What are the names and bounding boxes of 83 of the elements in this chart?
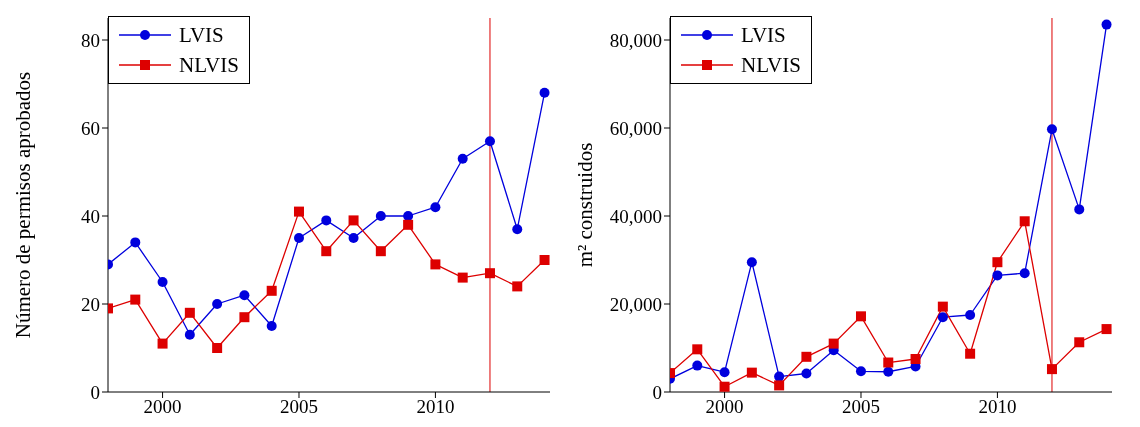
point bbox=[774, 380, 785, 391]
point bbox=[539, 255, 550, 265]
y-tick-label: 80 bbox=[81, 29, 100, 51]
point bbox=[512, 224, 523, 235]
y-axis-title: m² construidos bbox=[573, 142, 598, 268]
y-tick-label: 0 bbox=[90, 381, 100, 403]
point bbox=[1101, 324, 1112, 335]
y-tick-label: 80,000 bbox=[609, 29, 662, 51]
legend-label: NLVIS bbox=[179, 52, 239, 78]
point bbox=[855, 311, 866, 322]
point bbox=[375, 211, 386, 221]
point bbox=[1019, 268, 1030, 279]
legend-label: LVIS bbox=[741, 22, 786, 48]
x-tick-label: 2010 bbox=[416, 396, 455, 418]
y-tick-label: 0 bbox=[652, 381, 662, 403]
point bbox=[457, 153, 468, 164]
point bbox=[212, 343, 223, 353]
point bbox=[403, 211, 414, 221]
point bbox=[130, 294, 141, 305]
point bbox=[484, 268, 495, 279]
y-tick-label: 40 bbox=[81, 205, 100, 227]
y-tick-label: 60,000 bbox=[609, 117, 662, 139]
y-tick-label: 20,000 bbox=[609, 293, 662, 315]
point bbox=[992, 270, 1003, 281]
x-tick-label: 2000 bbox=[705, 396, 744, 418]
point bbox=[430, 202, 441, 213]
point bbox=[293, 206, 304, 217]
point bbox=[719, 381, 730, 392]
point bbox=[992, 257, 1003, 268]
legend-label: NLVIS bbox=[741, 52, 801, 78]
point bbox=[184, 329, 195, 340]
y-axis-title: Número de permisos aprobados bbox=[11, 71, 36, 339]
y-tick-label: 20 bbox=[81, 293, 100, 315]
point bbox=[239, 312, 250, 323]
point bbox=[801, 351, 812, 362]
point bbox=[1046, 124, 1057, 135]
point bbox=[321, 215, 332, 226]
point bbox=[157, 338, 168, 349]
point bbox=[266, 285, 277, 296]
point bbox=[430, 259, 441, 270]
point bbox=[266, 321, 277, 331]
point bbox=[348, 233, 359, 243]
x-tick-label: 2005 bbox=[841, 396, 880, 418]
point bbox=[157, 277, 168, 287]
y-tick-label: 40,000 bbox=[609, 205, 662, 227]
point bbox=[883, 357, 894, 368]
point bbox=[321, 246, 332, 257]
point bbox=[855, 366, 866, 377]
point bbox=[512, 281, 523, 292]
point bbox=[937, 301, 948, 312]
x-tick-label: 2010 bbox=[978, 396, 1017, 418]
point bbox=[965, 310, 976, 320]
x-tick-label: 2000 bbox=[143, 396, 182, 418]
point bbox=[746, 367, 757, 378]
point bbox=[719, 367, 730, 378]
point bbox=[457, 272, 468, 283]
point bbox=[801, 368, 812, 379]
point bbox=[883, 366, 894, 377]
point bbox=[746, 257, 757, 268]
point bbox=[484, 136, 495, 147]
point bbox=[1046, 364, 1057, 375]
point bbox=[184, 307, 195, 318]
point bbox=[239, 290, 250, 301]
point bbox=[539, 87, 550, 98]
point bbox=[1019, 216, 1030, 227]
point bbox=[403, 219, 414, 230]
legend-label: LVIS bbox=[179, 22, 224, 48]
point bbox=[828, 338, 839, 349]
point bbox=[692, 360, 703, 371]
point bbox=[375, 246, 386, 257]
x-tick-label: 2005 bbox=[279, 396, 318, 418]
point bbox=[212, 299, 223, 309]
point bbox=[293, 233, 304, 243]
point bbox=[1074, 204, 1085, 215]
point bbox=[1101, 19, 1112, 30]
point bbox=[692, 344, 703, 355]
point bbox=[937, 312, 948, 323]
point bbox=[965, 348, 976, 359]
point bbox=[910, 354, 921, 364]
point bbox=[348, 215, 359, 226]
y-tick-label: 60 bbox=[81, 117, 100, 139]
point bbox=[130, 237, 141, 248]
point bbox=[1074, 337, 1085, 348]
